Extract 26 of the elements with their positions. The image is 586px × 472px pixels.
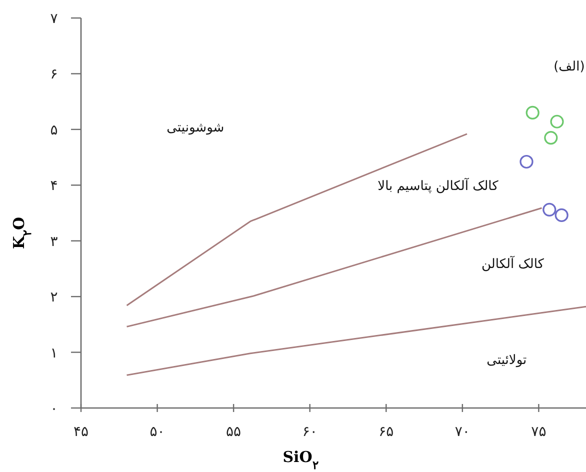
point <box>520 154 534 169</box>
y-tick-label: ۵ <box>50 122 58 138</box>
annotation: شوشونیتی <box>166 120 224 136</box>
x-tick-label: ۶۵ <box>378 424 394 440</box>
y-tick-label: ۴ <box>50 178 58 194</box>
y-tick-label: ۷ <box>50 11 58 27</box>
point <box>542 202 556 216</box>
y-tick-label: ۰ <box>50 401 58 417</box>
point <box>544 130 558 145</box>
annotation: تولائیتی <box>486 352 528 368</box>
annotation: (الف) <box>554 59 585 74</box>
y-tick-label: ۱ <box>50 345 58 362</box>
point <box>526 106 540 120</box>
x-tick-label: ۶۰ <box>302 424 318 440</box>
x-tick-label: ۷۵ <box>531 424 546 440</box>
point <box>554 208 568 222</box>
annotation: کالک آلکالن پتاسیم بالا <box>378 177 500 194</box>
x-tick-label: ۷۰ <box>454 424 470 440</box>
y-tick-label: ۶ <box>50 66 58 83</box>
x-tick-label: ۵۰ <box>150 424 165 440</box>
x-tick-label: ۵۵ <box>226 424 242 440</box>
x-tick-label: ۴۵ <box>73 424 89 440</box>
y-tick-label: ۳ <box>50 234 58 250</box>
annotation: کالک آلکالن <box>482 255 545 272</box>
point <box>550 114 564 128</box>
y-tick-label: ۲ <box>50 290 58 306</box>
